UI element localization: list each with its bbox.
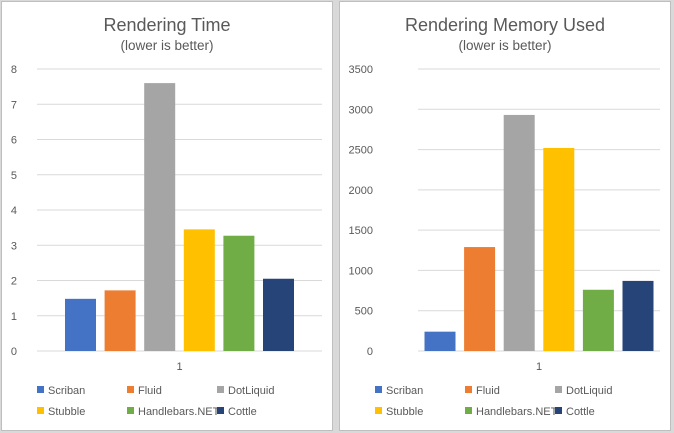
y-tick-label: 3000 [349,104,373,116]
y-tick-label: 7 [11,99,17,111]
y-tick-label: 500 [355,306,373,318]
bar-fluid [464,247,496,351]
legend-item: Handlebars.NET [465,406,558,418]
legend-label: Cottle [566,406,595,418]
legend-swatch [375,386,382,393]
bar-fluid [104,290,136,351]
chart-panel-rendering-time: Rendering Time (lower is better) 0 1 2 3 4 5 6 7 8… [1,1,333,431]
y-tick-label: 1 [11,311,17,323]
y-tick-label: 8 [11,64,17,76]
bar-scriban [65,298,96,351]
bar-cottle [622,280,654,351]
legend-item: Scriban [37,385,85,397]
y-tick-label: 4 [11,205,17,217]
legend-label: Stubble [48,406,85,418]
bar-dotliquid [144,83,176,351]
y-tick-label: 1000 [349,265,373,277]
legend-item: DotLiquid [555,385,612,397]
legend-label: Handlebars.NET [138,406,220,418]
y-tick-label: 5 [11,170,17,182]
chart-subtitle: (lower is better) [120,38,213,53]
bar-scriban [424,331,456,351]
legend-item: Cottle [217,406,257,418]
legend-label: DotLiquid [566,385,612,397]
chart-title: Rendering Time [103,15,230,35]
bar-cottle [263,278,294,351]
legend-swatch [37,407,44,414]
y-tick-label: 0 [11,346,17,358]
legend-label: Cottle [228,406,257,418]
legend-swatch [555,386,562,393]
bar-dotliquid [503,114,535,351]
legend-swatch [375,407,382,414]
x-tick-label: 1 [176,361,182,373]
legend-label: Handlebars.NET [476,406,558,418]
legend-item: Cottle [555,406,595,418]
legend-swatch [555,407,562,414]
chart-subtitle: (lower is better) [458,38,551,53]
legend-swatch [217,386,224,393]
x-tick-label: 1 [536,361,542,373]
legend-swatch [465,386,472,393]
chart-svg: Rendering Time (lower is better) 0 1 2 3 4 5 6 7 8… [11,15,322,418]
legend-label: Stubble [386,406,423,418]
chart-panel-rendering-memory: Rendering Memory Used (lower is better) 0 5… [339,1,671,431]
legend-label: Fluid [138,385,162,397]
bar-stubble [543,147,575,351]
bar-handlebars-net [582,289,614,351]
legend-label: Fluid [476,385,500,397]
legend-item: Stubble [37,406,85,418]
y-tick-label: 6 [11,135,17,147]
legend-item: Fluid [465,385,500,397]
chart-title: Rendering Memory Used [405,15,605,35]
legend-label: Scriban [48,385,85,397]
y-tick-label: 3 [11,240,17,252]
y-tick-label: 2500 [349,145,373,157]
legend-swatch [465,407,472,414]
legend-swatch [127,407,134,414]
legend-swatch [127,386,134,393]
legend-label: DotLiquid [228,385,274,397]
y-tick-label: 2 [11,276,17,288]
y-tick-label: 3500 [349,64,373,76]
bar-stubble [183,229,215,351]
legend-label: Scriban [386,385,423,397]
bar-handlebars-net [223,235,255,351]
chart-svg: Rendering Memory Used (lower is better) 0 5… [349,15,660,418]
legend-item: Stubble [375,406,423,418]
legend-item: Fluid [127,385,162,397]
y-tick-label: 1500 [349,225,373,237]
y-tick-label: 2000 [349,185,373,197]
legend-swatch [217,407,224,414]
legend-item: Handlebars.NET [127,406,220,418]
legend-swatch [37,386,44,393]
y-tick-label: 0 [367,346,373,358]
legend-item: Scriban [375,385,423,397]
legend-item: DotLiquid [217,385,274,397]
